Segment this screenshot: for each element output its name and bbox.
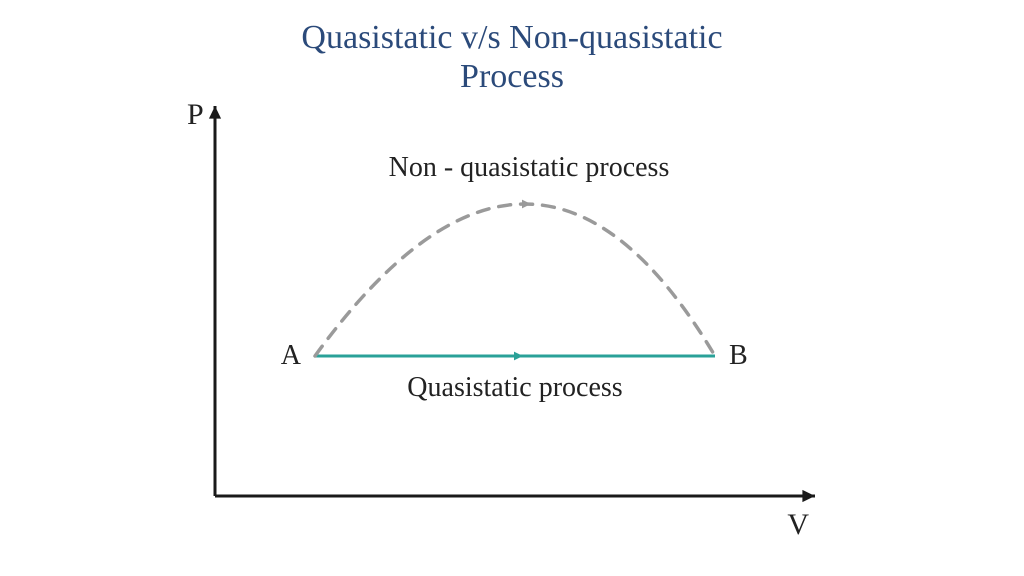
non-quasistatic-label: Non - quasistatic process: [389, 152, 670, 183]
title-line2: Process: [460, 58, 564, 95]
y-axis-arrow: [209, 106, 221, 119]
page-title: Quasistatic v/s Non-quasistatic Process: [0, 18, 1024, 96]
x-axis-arrow: [802, 490, 815, 502]
point-b-label: B: [729, 340, 748, 371]
non-quasistatic-arrow-icon: [522, 200, 531, 209]
y-axis-label: P: [187, 98, 204, 131]
title-line1: Quasistatic v/s Non-quasistatic: [301, 19, 722, 56]
point-a-label: A: [281, 340, 302, 371]
diagram-container: P V A B Quasistatic process Non - quasistatic…: [175, 96, 855, 546]
quasistatic-arrow-icon: [514, 352, 523, 361]
pv-diagram: P V A B Quasistatic process Non - quasistatic…: [175, 96, 855, 546]
x-axis-label: V: [787, 508, 809, 541]
quasistatic-label: Quasistatic process: [407, 372, 622, 403]
non-quasistatic-arc: [315, 204, 715, 356]
